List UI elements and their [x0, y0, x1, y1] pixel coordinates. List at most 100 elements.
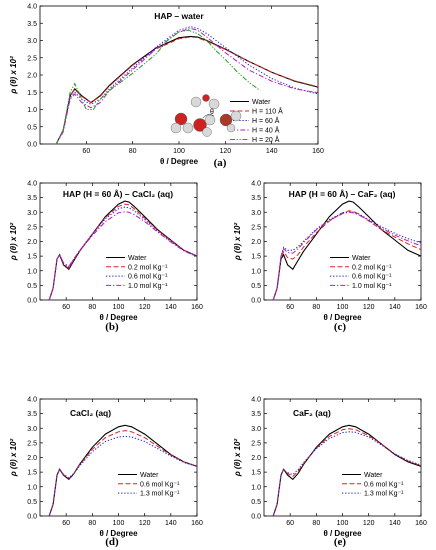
series-line-3	[48, 206, 198, 301]
y-tick-label: 2.0	[27, 73, 37, 80]
atom	[202, 94, 210, 102]
atom	[204, 114, 216, 126]
y-tick-label: 3.0	[27, 38, 37, 45]
series-line-2	[272, 428, 422, 517]
y-tick-label: 0.5	[251, 283, 261, 290]
y-axis-label: ρ (θ) x 10²	[9, 56, 18, 95]
y-tick-label: 2.5	[27, 55, 37, 62]
chart-title: HAP (H = 60 Å) – CaCl₂ (aq)	[63, 189, 173, 199]
y-tick-label: 2.5	[27, 440, 37, 447]
y-tick-label: 4.0	[251, 397, 261, 404]
series-line-1	[272, 424, 422, 517]
legend-label: Water	[352, 255, 371, 262]
y-tick-label: 1.5	[27, 470, 37, 477]
y-tick-label: 2.0	[27, 239, 37, 246]
x-tick-label: 100	[113, 520, 125, 527]
panel-label: (b)	[105, 321, 119, 333]
y-tick-label: 1.0	[27, 268, 37, 275]
y-tick-label: 1.5	[251, 470, 261, 477]
x-axis-label: θ / Degree	[99, 529, 138, 538]
x-tick-label: 80	[88, 304, 96, 311]
y-tick-label: 1.5	[27, 254, 37, 261]
x-tick-label: 160	[312, 148, 324, 155]
y-tick-label: 2.5	[251, 440, 261, 447]
y-axis-label: ρ (θ) x 10²	[9, 439, 18, 478]
y-tick-label: 1.0	[27, 107, 37, 114]
legend-label: 1.0 mol Kg⁻¹	[128, 283, 168, 290]
legend-label: 0.6 mol Kg⁻¹	[364, 481, 404, 488]
y-tick-label: 2.0	[27, 455, 37, 462]
x-axis-label: θ / Degree	[99, 313, 138, 322]
y-tick-label: 1.0	[27, 484, 37, 491]
series-line-1	[272, 200, 422, 301]
y-tick-label: 0.0	[27, 514, 37, 521]
x-tick-label: 160	[191, 520, 203, 527]
atom	[193, 118, 207, 132]
x-tick-label: 140	[165, 304, 177, 311]
y-tick-label: 2.5	[251, 224, 261, 231]
chart-title: CaCl₂ (aq)	[70, 408, 111, 418]
series-line-4	[48, 211, 198, 301]
chart-title: HAP – water	[154, 11, 204, 21]
legend-label: Water	[140, 472, 159, 479]
y-axis-label: ρ (θ) x 10²	[233, 439, 242, 478]
y-tick-label: 1.5	[27, 90, 37, 97]
legend-label: H = 60 Å	[252, 116, 280, 125]
panel-label: (e)	[334, 536, 347, 548]
y-tick-label: 3.0	[27, 210, 37, 217]
x-axis-label: θ / Degree	[160, 157, 199, 166]
y-tick-label: 3.5	[251, 195, 261, 202]
x-tick-label: 120	[139, 304, 151, 311]
atom	[219, 113, 233, 127]
legend-label: H = 40 Å	[252, 126, 280, 135]
x-tick-label: 60	[62, 520, 70, 527]
legend-label: H = 110 Å	[252, 107, 283, 116]
legend-label: Water	[364, 472, 383, 479]
x-tick-label: 120	[363, 520, 375, 527]
x-axis-label: θ / Degree	[323, 313, 362, 322]
x-tick-label: 160	[191, 304, 203, 311]
panel-label: (d)	[105, 536, 119, 548]
atom	[230, 110, 242, 122]
y-tick-label: 2.5	[27, 224, 37, 231]
y-tick-label: 0.0	[251, 514, 261, 521]
x-tick-label: 120	[363, 304, 375, 311]
x-axis-label: θ / Degree	[323, 529, 362, 538]
x-tick-label: 60	[82, 148, 90, 155]
x-tick-label: 140	[389, 520, 401, 527]
atom	[226, 123, 236, 133]
x-tick-label: 80	[312, 520, 320, 527]
atom	[202, 127, 212, 137]
x-tick-label: 80	[88, 520, 96, 527]
series-line-5	[55, 29, 261, 145]
y-tick-label: 4.0	[27, 397, 37, 404]
y-tick-label: 3.5	[27, 195, 37, 202]
series-line-1	[48, 200, 198, 301]
y-tick-label: 2.0	[251, 455, 261, 462]
y-tick-label: 4.0	[27, 181, 37, 188]
y-tick-label: 4.0	[27, 4, 37, 11]
legend-label: 1.3 mol Kg⁻¹	[364, 491, 404, 498]
atom	[190, 96, 202, 108]
y-tick-label: 3.0	[27, 426, 37, 433]
atom	[208, 98, 220, 110]
legend-label: 1.3 mol Kg⁻¹	[140, 491, 180, 498]
legend: Water 0.6 mol Kg⁻¹ 1.3 mol Kg⁻¹	[118, 472, 180, 498]
chart-panel-1: 60 80 100 120 140 160 0.0 0.5 1.0 1.5 2.0 2.5 3.0 3.5…	[9, 4, 324, 170]
legend-label: 1.0 mol Kg⁻¹	[352, 283, 392, 290]
legend-label: H = 20 Å	[252, 135, 280, 144]
x-tick-label: 80	[312, 304, 320, 311]
x-tick-label: 120	[219, 148, 231, 155]
chart-panel-5: 60 80 100 120 140 160 0.0 0.5 1.0 1.5 2.0 2.5 3.0 3.5…	[233, 397, 427, 549]
x-tick-label: 100	[173, 148, 185, 155]
atom	[174, 112, 188, 126]
y-tick-label: 0.5	[27, 499, 37, 506]
water-molecule-inset: θ	[170, 94, 242, 137]
y-tick-label: 1.0	[251, 268, 261, 275]
x-tick-label: 160	[415, 304, 427, 311]
plot-frame	[39, 398, 198, 517]
legend-label: 0.6 mol Kg⁻¹	[140, 481, 180, 488]
legend: Water 0.6 mol Kg⁻¹ 1.3 mol Kg⁻¹	[342, 472, 404, 498]
x-tick-label: 80	[129, 148, 137, 155]
